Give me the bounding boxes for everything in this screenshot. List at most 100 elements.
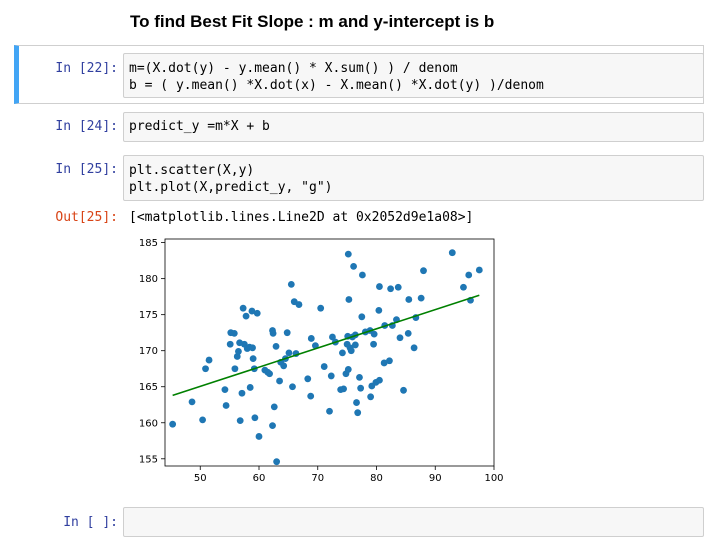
scatter-point <box>199 416 206 424</box>
scatter-point <box>253 309 261 317</box>
input-prompt-22: In [22]: <box>55 61 118 76</box>
x-tick-label: 50 <box>194 473 207 484</box>
scatter-point <box>289 383 296 391</box>
x-tick-label: 90 <box>429 473 442 484</box>
scatter-point <box>205 356 213 364</box>
y-tick-label: 175 <box>139 310 158 321</box>
code-line: plt.plot(X,predict_y, "g") <box>129 180 333 195</box>
plot-frame <box>164 238 495 467</box>
y-tick-label: 160 <box>139 418 158 429</box>
scatter-point <box>326 407 333 415</box>
scatter-point <box>280 362 288 370</box>
scatter-point <box>221 386 229 394</box>
scatter-point <box>249 344 256 352</box>
scatter-point <box>169 420 177 428</box>
scatter-point <box>404 330 412 337</box>
scatter-point <box>230 330 238 337</box>
scatter-point <box>248 307 256 315</box>
scatter-point <box>350 262 357 270</box>
scatter-point <box>376 376 383 384</box>
scatter-point <box>270 403 278 411</box>
scatter-point <box>340 385 347 393</box>
code-input-24[interactable]: predict_y =m*X + b <box>123 112 704 142</box>
x-tick-label: 70 <box>311 473 324 484</box>
y-tick-label: 185 <box>139 238 158 249</box>
scatter-point <box>236 417 244 424</box>
scatter-point <box>345 296 353 303</box>
scatter-point <box>249 355 257 363</box>
scatter-point <box>276 377 283 385</box>
scatter-point <box>273 458 281 466</box>
scatter-point <box>272 342 280 350</box>
scatter-point <box>344 366 352 373</box>
scatter-point <box>367 393 375 401</box>
scatter-point <box>358 313 366 321</box>
scatter-point <box>353 399 360 406</box>
y-tick-label: 180 <box>139 274 158 285</box>
scatter-point <box>359 271 366 279</box>
scatter-point <box>307 335 315 342</box>
scatter-point <box>394 283 402 291</box>
scatter-point <box>405 296 413 303</box>
scatter-point <box>375 306 383 314</box>
scatter-chart: 50 60 70 80 90 100 155 160 165 170 175 180 185 <box>139 238 504 484</box>
input-prompt-24: In [24]: <box>55 119 118 134</box>
scatter-point <box>188 398 196 406</box>
scatter-point <box>239 304 247 312</box>
code-line: predict_y =m*X + b <box>129 119 270 134</box>
x-tick-label: 80 <box>370 473 383 484</box>
scatter-point <box>269 330 277 337</box>
scatter-point <box>386 357 393 365</box>
scatter-point <box>202 365 209 373</box>
scatter-point <box>387 285 394 293</box>
scatter-point <box>356 373 363 381</box>
scatter-point <box>410 344 418 352</box>
scatter-point <box>283 329 291 337</box>
code-line: m=(X.dot(y) - y.mean() * X.sum() ) / den… <box>129 61 458 76</box>
scatter-point <box>420 267 427 275</box>
y-tick-label: 165 <box>139 382 158 393</box>
scatter-point <box>251 414 259 422</box>
code-input-22[interactable]: m=(X.dot(y) - y.mean() * X.sum() ) / den… <box>123 53 704 98</box>
scatter-point <box>235 348 242 355</box>
x-tick-label: 100 <box>484 473 503 484</box>
code-input-25[interactable]: plt.scatter(X,y) plt.plot(X,predict_y, "… <box>123 155 704 201</box>
scatter-point <box>396 334 404 342</box>
x-tick-label: 60 <box>253 473 266 484</box>
scatter-point <box>351 341 359 349</box>
scatter-point <box>475 266 483 274</box>
output-text: [<matplotlib.lines.Line2D at 0x2052d9e1a… <box>129 210 474 225</box>
scatter-point <box>242 312 250 320</box>
scatter-point <box>380 359 388 367</box>
scatter-point <box>327 372 335 380</box>
scatter-point <box>231 365 239 373</box>
scatter-point <box>266 370 273 378</box>
fit-line <box>172 294 480 397</box>
code-input-empty[interactable] <box>123 507 704 537</box>
scatter-point <box>370 340 377 348</box>
scatter-point <box>376 283 383 290</box>
scatter-point <box>329 333 336 341</box>
scatter-point <box>269 422 276 430</box>
scatter-point <box>417 294 425 302</box>
scatter-point <box>320 363 328 370</box>
scatter-point <box>370 330 378 338</box>
scatter-point <box>222 402 230 409</box>
input-prompt-empty: In [ ]: <box>63 515 118 530</box>
output-prompt-25: Out[25]: <box>55 210 118 225</box>
scatter-point <box>357 384 365 392</box>
scatter-point <box>238 389 246 397</box>
scatter-point <box>287 281 295 288</box>
input-prompt-25: In [25]: <box>55 162 118 177</box>
code-line: b = ( y.mean() *X.dot(x) - X.mean() *X.d… <box>129 78 544 93</box>
scatter-point <box>339 349 346 357</box>
scatter-point <box>255 433 263 440</box>
scatter-point <box>317 304 325 312</box>
scatter-point <box>285 349 293 357</box>
y-tick-label: 170 <box>139 346 158 357</box>
y-tick-label: 155 <box>139 454 158 465</box>
scatter-point <box>226 340 234 348</box>
scatter-point <box>400 386 407 394</box>
scatter-point <box>460 283 467 291</box>
scatter-point <box>295 301 303 308</box>
